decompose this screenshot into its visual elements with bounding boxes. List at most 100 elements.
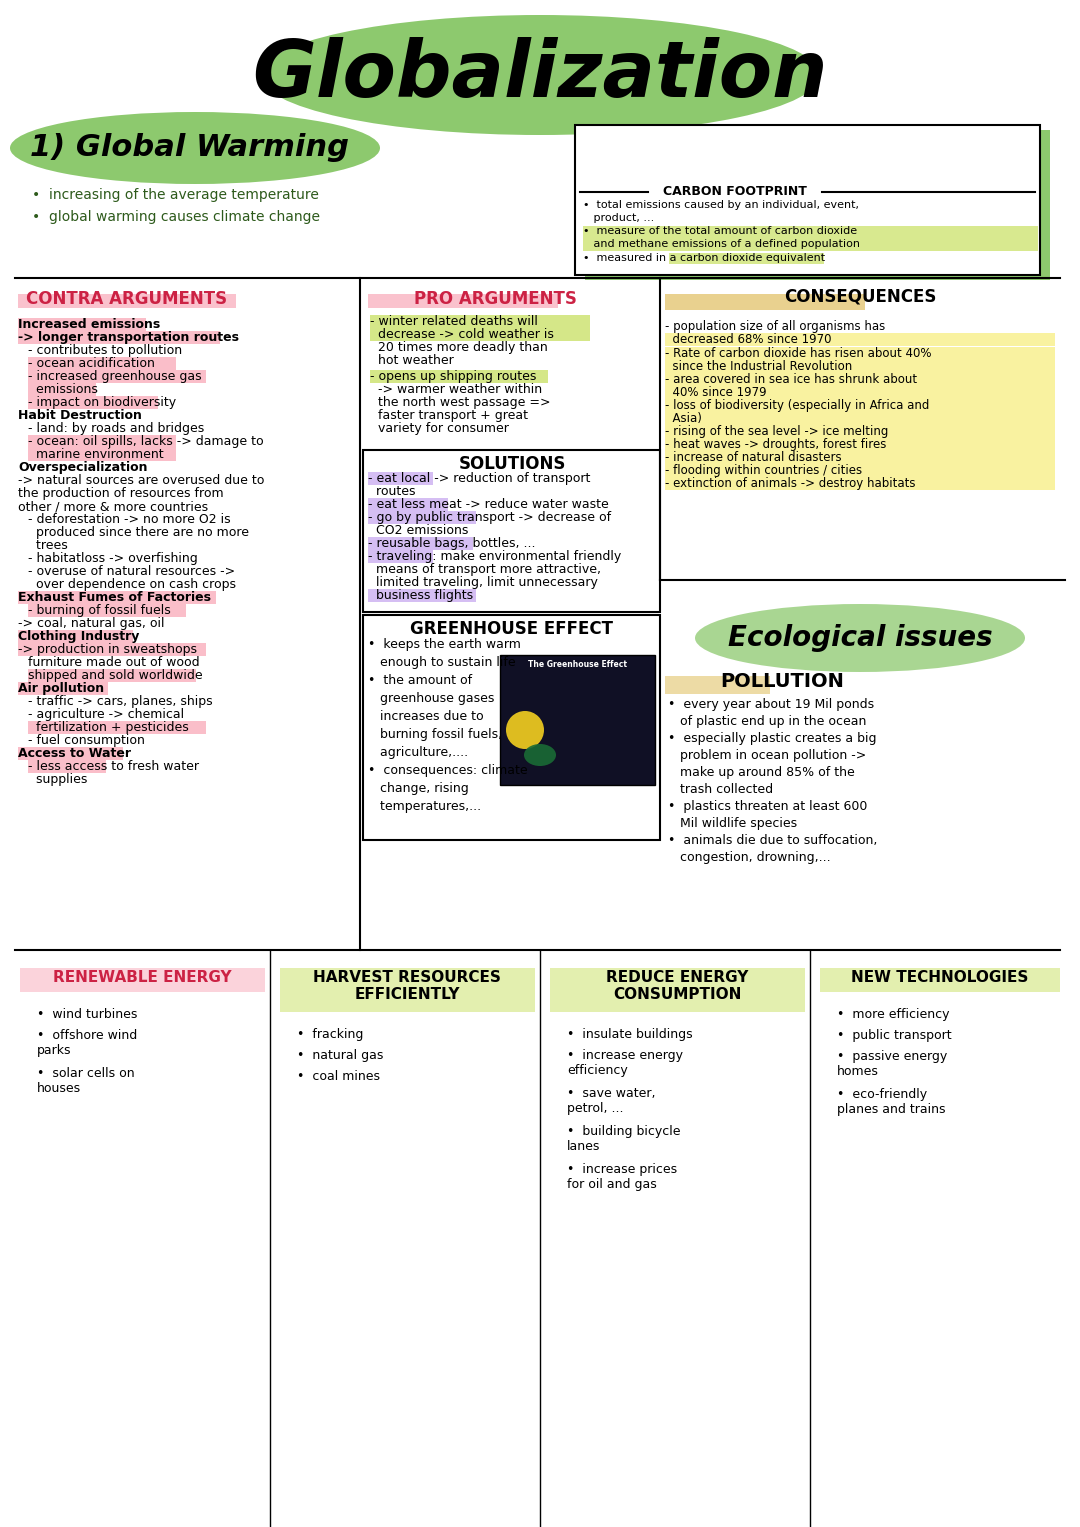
Bar: [500, 655, 654, 785]
Bar: [28, 760, 106, 773]
Text: change, rising: change, rising: [368, 782, 469, 796]
Bar: [363, 615, 660, 840]
Bar: [585, 130, 1050, 279]
Text: POLLUTION: POLLUTION: [720, 672, 843, 692]
Text: •  coal mines: • coal mines: [297, 1070, 380, 1083]
Bar: [28, 721, 206, 734]
Text: -> production in sweatshops: -> production in sweatshops: [18, 643, 197, 657]
Text: - rising of the sea level -> ice melting: - rising of the sea level -> ice melting: [665, 425, 889, 438]
Text: the north west passage =>: the north west passage =>: [370, 395, 551, 409]
Bar: [368, 472, 433, 486]
Text: - loss of biodiversity (especially in Africa and: - loss of biodiversity (especially in Af…: [665, 399, 930, 412]
Bar: [368, 589, 476, 602]
Text: Mil wildlife species: Mil wildlife species: [669, 817, 797, 831]
Bar: [280, 968, 535, 1012]
Bar: [665, 425, 1055, 438]
Text: •  every year about 19 Mil ponds: • every year about 19 Mil ponds: [669, 698, 874, 712]
Text: •  global warming causes climate change: • global warming causes climate change: [32, 211, 320, 224]
Bar: [665, 676, 770, 693]
Text: PRO ARGUMENTS: PRO ARGUMENTS: [414, 290, 577, 308]
Text: •  offshore wind
parks: • offshore wind parks: [37, 1029, 137, 1057]
Text: •  fracking: • fracking: [297, 1028, 363, 1041]
Text: - increase of natural disasters: - increase of natural disasters: [665, 450, 841, 464]
Bar: [18, 318, 146, 331]
Text: marine environment: marine environment: [28, 447, 164, 461]
Text: routes: routes: [368, 486, 416, 498]
Bar: [665, 464, 1055, 476]
Bar: [583, 226, 1038, 250]
Bar: [368, 512, 476, 524]
Text: - eat local -> reduction of transport: - eat local -> reduction of transport: [368, 472, 591, 486]
Text: trash collected: trash collected: [669, 783, 773, 796]
Text: - agriculture -> chemical: - agriculture -> chemical: [28, 709, 184, 721]
Text: - overuse of natural resources ->: - overuse of natural resources ->: [28, 565, 235, 579]
Text: -> natural sources are overused due to: -> natural sources are overused due to: [18, 473, 265, 487]
Text: RENEWABLE ENERGY: RENEWABLE ENERGY: [53, 970, 231, 985]
Bar: [368, 498, 448, 512]
Text: greenhouse gases: greenhouse gases: [368, 692, 495, 705]
Text: •  total emissions caused by an individual, event,: • total emissions caused by an individua…: [583, 200, 859, 211]
Text: 40% since 1979: 40% since 1979: [665, 386, 767, 399]
Text: - traveling: make environmental friendly: - traveling: make environmental friendly: [368, 550, 621, 563]
Text: •  natural gas: • natural gas: [297, 1049, 383, 1061]
Bar: [18, 683, 108, 695]
Text: Globalization: Globalization: [253, 37, 827, 113]
Bar: [575, 125, 1040, 275]
Bar: [665, 295, 865, 310]
Text: and methane emissions of a defined population: and methane emissions of a defined popul…: [583, 240, 860, 249]
Bar: [550, 968, 805, 1012]
Text: fertilization + pesticides: fertilization + pesticides: [28, 721, 189, 734]
Bar: [28, 669, 195, 683]
Text: make up around 85% of the: make up around 85% of the: [669, 767, 854, 779]
Text: Clothing Industry: Clothing Industry: [18, 631, 139, 643]
Bar: [363, 450, 660, 612]
Text: CONTRA ARGUMENTS: CONTRA ARGUMENTS: [26, 290, 228, 308]
Text: since the Industrial Revolution: since the Industrial Revolution: [665, 360, 852, 373]
Text: Exhaust Fumes of Factories: Exhaust Fumes of Factories: [18, 591, 211, 605]
Ellipse shape: [10, 111, 380, 183]
Text: increases due to: increases due to: [368, 710, 484, 722]
Ellipse shape: [260, 15, 820, 134]
Text: - deforestation -> no more O2 is: - deforestation -> no more O2 is: [28, 513, 231, 525]
Text: produced since there are no more: produced since there are no more: [28, 525, 249, 539]
Text: - increased greenhouse gas: - increased greenhouse gas: [28, 370, 202, 383]
Text: •  eco-friendly
planes and trains: • eco-friendly planes and trains: [837, 1089, 945, 1116]
Bar: [738, 200, 789, 211]
Bar: [28, 370, 206, 383]
Text: - winter related deaths will: - winter related deaths will: [370, 315, 538, 328]
Text: decrease -> cold weather is: decrease -> cold weather is: [370, 328, 554, 341]
Bar: [368, 295, 558, 308]
Text: - traffic -> cars, planes, ships: - traffic -> cars, planes, ships: [28, 695, 213, 709]
Text: Habit Destruction: Habit Destruction: [18, 409, 141, 421]
Text: NEW TECHNOLOGIES: NEW TECHNOLOGIES: [851, 970, 1028, 985]
Text: GREENHOUSE EFFECT: GREENHOUSE EFFECT: [410, 620, 613, 638]
Text: agriculture,....: agriculture,....: [368, 747, 468, 759]
Text: trees: trees: [28, 539, 68, 551]
Text: over dependence on cash crops: over dependence on cash crops: [28, 579, 237, 591]
Text: HARVEST RESOURCES
EFFICIENTLY: HARVEST RESOURCES EFFICIENTLY: [313, 970, 501, 1002]
Text: enough to sustain life: enough to sustain life: [368, 657, 515, 669]
Text: •  insulate buildings: • insulate buildings: [567, 1028, 692, 1041]
Text: other / more & more countries: other / more & more countries: [18, 499, 208, 513]
Text: •  wind turbines: • wind turbines: [37, 1008, 137, 1022]
Text: -> warmer weather within: -> warmer weather within: [370, 383, 542, 395]
Ellipse shape: [696, 605, 1025, 672]
Bar: [665, 360, 1055, 373]
Bar: [820, 968, 1059, 993]
Text: •  increasing of the average temperature: • increasing of the average temperature: [32, 188, 319, 202]
Text: CO2 emissions: CO2 emissions: [368, 524, 469, 538]
Bar: [18, 747, 123, 760]
Bar: [368, 538, 473, 550]
Text: - contributes to pollution: - contributes to pollution: [28, 344, 183, 357]
Text: - fuel consumption: - fuel consumption: [28, 734, 145, 747]
Text: - reusable bags, bottles, ...: - reusable bags, bottles, ...: [368, 538, 536, 550]
Text: of plastic end up in the ocean: of plastic end up in the ocean: [669, 715, 866, 728]
Bar: [665, 333, 1055, 347]
Bar: [665, 347, 1055, 360]
Text: decreased 68% since 1970: decreased 68% since 1970: [665, 333, 832, 347]
Text: Ecological issues: Ecological issues: [728, 625, 993, 652]
Bar: [370, 370, 548, 383]
Bar: [368, 550, 433, 563]
Text: -> coal, natural gas, oil: -> coal, natural gas, oil: [18, 617, 164, 631]
Text: Asia): Asia): [665, 412, 702, 425]
